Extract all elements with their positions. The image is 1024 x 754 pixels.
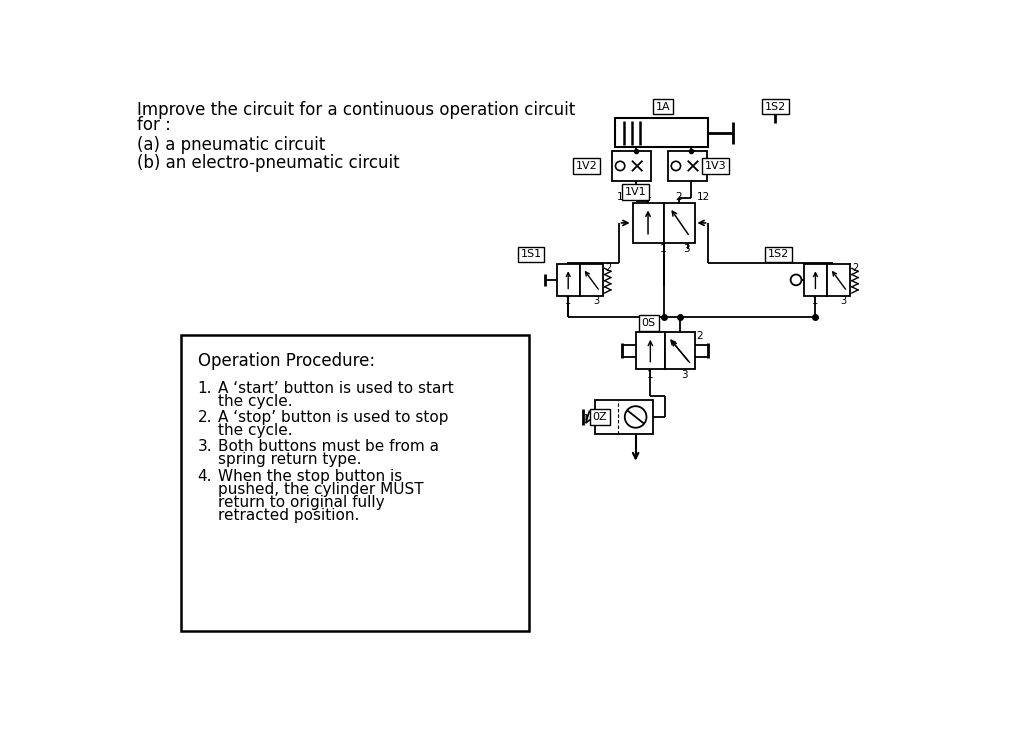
- Text: 2: 2: [696, 331, 703, 341]
- Text: When the stop button is: When the stop button is: [218, 468, 402, 483]
- Text: 1: 1: [660, 244, 667, 254]
- Bar: [557, 264, 580, 296]
- Text: 2: 2: [853, 262, 859, 273]
- Text: 1S1: 1S1: [520, 250, 542, 259]
- Text: (a) a pneumatic circuit: (a) a pneumatic circuit: [137, 136, 326, 154]
- Circle shape: [615, 161, 625, 170]
- Text: 1: 1: [812, 296, 818, 306]
- Bar: [636, 333, 665, 369]
- Text: 3: 3: [681, 369, 688, 379]
- Text: A ‘stop’ button is used to stop: A ‘stop’ button is used to stop: [218, 410, 449, 425]
- Text: 2: 2: [605, 262, 611, 273]
- Text: 1V2: 1V2: [575, 161, 598, 171]
- Circle shape: [791, 274, 802, 285]
- Circle shape: [625, 406, 646, 428]
- Text: 2.: 2.: [198, 410, 212, 425]
- Circle shape: [672, 161, 681, 170]
- Text: 1A: 1A: [655, 102, 670, 112]
- Bar: [804, 264, 827, 296]
- Text: 1.: 1.: [198, 381, 212, 396]
- Text: 14: 14: [616, 192, 630, 202]
- Text: 1: 1: [647, 369, 653, 379]
- Text: 2: 2: [676, 192, 682, 202]
- Text: 1V3: 1V3: [705, 161, 726, 171]
- Text: 1V1: 1V1: [625, 187, 646, 197]
- Bar: [665, 333, 694, 369]
- Text: 3: 3: [593, 296, 599, 306]
- Text: 4: 4: [645, 192, 651, 202]
- Text: 3: 3: [841, 296, 847, 306]
- Text: 1: 1: [565, 296, 571, 306]
- Text: 1S2: 1S2: [765, 102, 785, 112]
- Text: the cycle.: the cycle.: [218, 423, 293, 438]
- Text: (b) an electro-pneumatic circuit: (b) an electro-pneumatic circuit: [137, 154, 400, 172]
- Text: the cycle.: the cycle.: [218, 394, 293, 409]
- Text: 0S: 0S: [642, 318, 655, 328]
- Bar: [614, 118, 708, 148]
- Bar: [180, 335, 529, 631]
- Text: Both buttons must be from a: Both buttons must be from a: [218, 440, 439, 455]
- Text: pushed, the cylinder MUST: pushed, the cylinder MUST: [218, 482, 424, 497]
- Bar: [669, 151, 707, 182]
- Text: 1S2: 1S2: [768, 250, 788, 259]
- Text: spring return type.: spring return type.: [218, 452, 361, 467]
- Text: A ‘start’ button is used to start: A ‘start’ button is used to start: [218, 381, 454, 396]
- Bar: [580, 264, 603, 296]
- Text: 0Z: 0Z: [593, 412, 607, 422]
- Bar: [595, 400, 653, 434]
- Text: 3: 3: [683, 244, 690, 254]
- Polygon shape: [586, 411, 593, 423]
- Text: Operation Procedure:: Operation Procedure:: [198, 351, 375, 369]
- Text: Improve the circuit for a continuous operation circuit: Improve the circuit for a continuous ope…: [137, 101, 575, 119]
- Text: 12: 12: [697, 192, 711, 202]
- Text: 4.: 4.: [198, 468, 212, 483]
- Bar: [664, 203, 694, 243]
- Text: for :: for :: [137, 116, 171, 134]
- Bar: [612, 151, 651, 182]
- Text: retracted position.: retracted position.: [218, 508, 359, 523]
- Text: return to original fully: return to original fully: [218, 495, 385, 510]
- Bar: [633, 203, 664, 243]
- Bar: [827, 264, 850, 296]
- Text: 3.: 3.: [198, 440, 212, 455]
